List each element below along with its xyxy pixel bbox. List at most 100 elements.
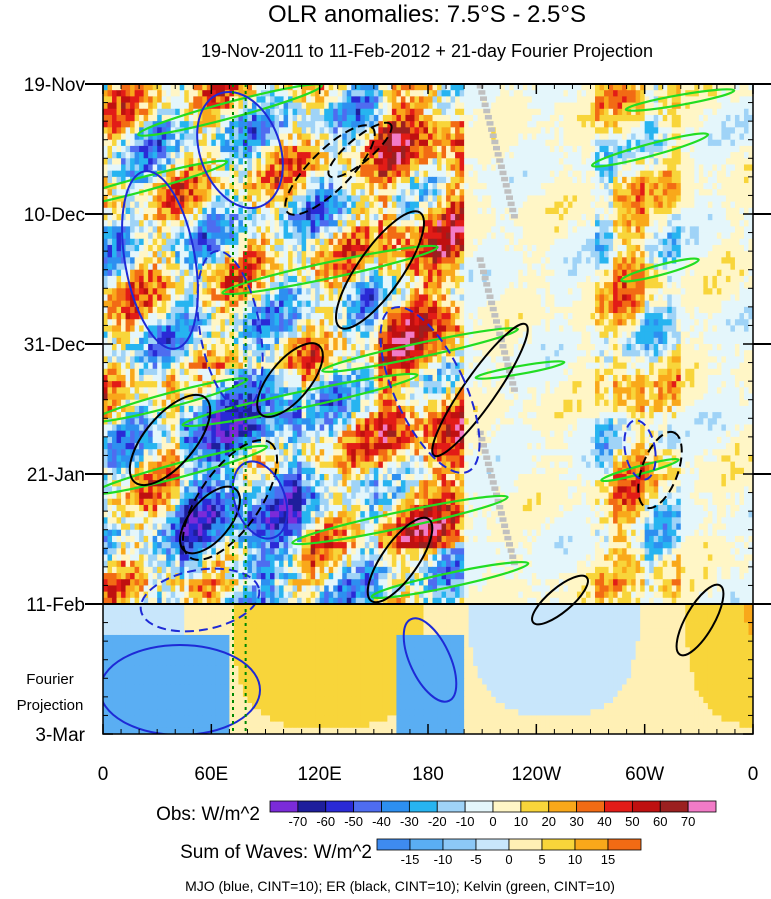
colorbar-swatch <box>631 800 661 813</box>
colorbar-swatch <box>492 800 522 813</box>
colorbar-label: 0 <box>505 852 512 867</box>
colorbar-swatch <box>297 800 327 813</box>
colorbar-swatch <box>269 800 299 813</box>
wave-contour <box>137 84 323 137</box>
y-tick-label: 19-Nov <box>24 75 86 96</box>
colorbar-swatch <box>574 838 609 851</box>
colorbar-label: -70 <box>288 814 307 829</box>
wave-contour <box>291 494 509 546</box>
wave-contour <box>103 644 261 734</box>
colorbar-label: -30 <box>400 814 419 829</box>
colorbar-label: -40 <box>372 814 391 829</box>
colorbar-swatch <box>409 838 444 851</box>
colorbar-swatch <box>508 838 543 851</box>
y-tick-label: 3-Mar <box>35 725 85 746</box>
wave-contour <box>402 617 458 703</box>
wave-contour <box>181 372 419 428</box>
x-axis: 0 60E 120E 180 120W 60W 0 <box>98 84 759 785</box>
colorbar-label: 0 <box>489 814 496 829</box>
wave-contour <box>431 322 529 458</box>
wave-contour <box>256 342 324 418</box>
wave-contour <box>321 327 519 373</box>
colorbar-label: -10 <box>456 814 475 829</box>
wave-contour <box>139 567 261 633</box>
waves-colorbar: Sum of Waves: W/m^2 -15 -10 -5 0 5 10 15 <box>180 838 642 867</box>
colorbar-swatch <box>436 800 466 813</box>
y-axis: 19-Nov 10-Dec 31-Dec 21-Jan 11-Feb 3-Mar <box>24 75 753 746</box>
colorbar-label: 5 <box>538 852 545 867</box>
wave-contour <box>103 377 249 423</box>
colorbar-label: 15 <box>601 852 615 867</box>
x-tick-label: 180 <box>412 764 444 785</box>
y-tick-label: 10-Dec <box>24 205 85 226</box>
wave-contour <box>181 439 279 561</box>
colorbar-swatch <box>548 800 578 813</box>
y-tick-label: 31-Dec <box>24 335 85 356</box>
wave-contour <box>128 393 212 487</box>
colorbar-swatch <box>376 838 411 851</box>
colorbar-label: 60 <box>653 814 667 829</box>
wave-contour <box>196 90 284 210</box>
colorbar-swatch <box>381 800 410 813</box>
colorbar-label: -60 <box>316 814 335 829</box>
wave-contour <box>221 244 439 296</box>
colorbar-swatch <box>541 838 576 851</box>
wave-contour <box>103 159 229 211</box>
wave-contour <box>590 132 710 168</box>
colorbar-swatch <box>408 800 438 813</box>
obs-colorbar: Obs: W/m^2 -70 -60 -50 -40 -30 -20 -10 0 10 20 30 4… <box>156 800 717 829</box>
x-tick-label: 60W <box>625 764 664 785</box>
wave-contour <box>196 250 264 410</box>
x-tick-label: 0 <box>748 764 759 785</box>
wave-contour <box>637 430 683 510</box>
wave-contour <box>334 210 426 330</box>
chart-title: OLR anomalies: 7.5°S - 2.5°S <box>268 1 586 28</box>
colorbar-label: 50 <box>625 814 639 829</box>
fourier-label-line1: Fourier <box>26 671 74 688</box>
wave-contour <box>103 444 269 496</box>
colorbar-label: -10 <box>434 852 453 867</box>
colorbar-swatch <box>353 800 382 813</box>
colorbar-swatch <box>442 838 477 851</box>
colorbar-label: 30 <box>569 814 583 829</box>
wave-contour <box>624 88 736 112</box>
x-tick-label: 0 <box>98 764 109 785</box>
wave-contour <box>531 574 589 626</box>
wave-contour <box>327 121 393 179</box>
wave-contour <box>366 516 434 604</box>
olr-anomaly-field <box>103 84 753 734</box>
colorbar-label: 10 <box>514 814 528 829</box>
colorbar-label: 70 <box>681 814 695 829</box>
wave-contours <box>103 84 736 734</box>
fourier-label-line2: Projection <box>17 697 84 714</box>
colorbar-swatch <box>464 800 494 813</box>
y-tick-label: 21-Jan <box>27 465 85 486</box>
colorbar-swatch <box>604 800 633 813</box>
colorbar-label: -5 <box>470 852 482 867</box>
wave-contour <box>623 419 657 481</box>
colorbar-label: 40 <box>597 814 611 829</box>
colorbar-swatch <box>576 800 605 813</box>
wave-contour <box>675 583 725 657</box>
colorbar-swatch <box>325 800 355 813</box>
wave-contour <box>620 257 700 283</box>
colorbar-swatch <box>520 800 550 813</box>
x-tick-label: 120E <box>297 764 341 785</box>
wave-contour <box>179 485 241 555</box>
colorbar-swatch <box>607 838 642 851</box>
footnote: MJO (blue, CINT=10); ER (black, CINT=10)… <box>185 878 615 894</box>
x-tick-label: 120W <box>512 764 562 785</box>
y-tick-label: 11-Feb <box>26 595 85 616</box>
x-tick-label: 60E <box>194 764 228 785</box>
colorbar-label: 10 <box>568 852 582 867</box>
colorbar-label: 20 <box>542 814 556 829</box>
plot-area <box>103 84 753 734</box>
wave-contour <box>474 360 566 380</box>
colorbar-label: -20 <box>428 814 447 829</box>
wave-contour <box>379 306 481 474</box>
waves-colorbar-label: Sum of Waves: W/m^2 <box>180 842 372 863</box>
colorbar-swatch <box>659 800 689 813</box>
obs-colorbar-label: Obs: W/m^2 <box>156 804 260 825</box>
colorbar-swatch <box>475 838 510 851</box>
